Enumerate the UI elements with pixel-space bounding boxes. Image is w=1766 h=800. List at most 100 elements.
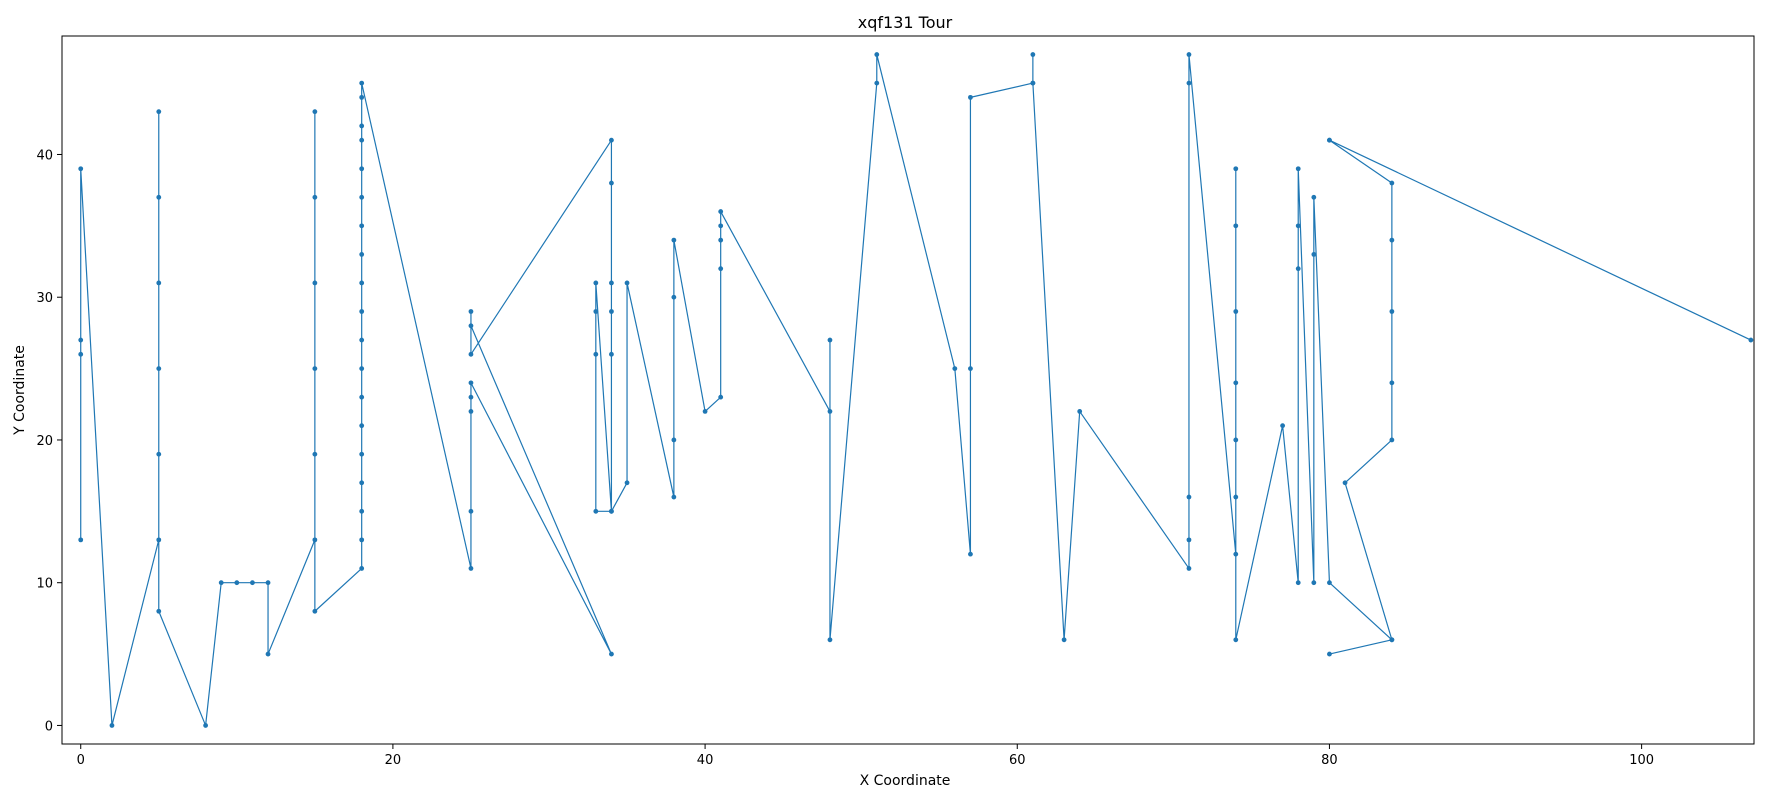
- tour-point: [593, 309, 599, 314]
- tour-point: [624, 280, 630, 286]
- tour-point: [671, 437, 677, 443]
- y-tick-label: 0: [45, 719, 53, 734]
- tour-point: [1295, 266, 1301, 272]
- tour-point: [1233, 437, 1239, 443]
- tour-point: [1389, 437, 1395, 443]
- tour-point: [218, 580, 224, 586]
- tour-point: [78, 337, 84, 343]
- tour-point: [359, 94, 365, 100]
- tour-point: [593, 280, 599, 286]
- tour-point: [359, 166, 365, 172]
- tour-point: [1295, 580, 1301, 586]
- tour-point: [671, 237, 677, 243]
- tour-point: [1295, 223, 1301, 229]
- x-tick-label: 100: [1629, 753, 1654, 768]
- tour-point: [1233, 166, 1239, 172]
- tour-point: [1327, 137, 1332, 143]
- y-tick-label: 30: [36, 291, 53, 306]
- x-tick-label: 40: [697, 753, 714, 768]
- tour-point: [359, 80, 365, 86]
- tour-point: [468, 508, 474, 514]
- tour-point: [968, 366, 973, 371]
- tour-point: [827, 637, 833, 643]
- tour-point: [1311, 251, 1317, 257]
- tour-point: [718, 237, 724, 243]
- tour-point: [609, 180, 614, 186]
- tour-point: [609, 309, 614, 314]
- tour-point: [827, 337, 833, 343]
- tour-point: [718, 394, 724, 400]
- y-axis: 0 10 20 30 40: [36, 148, 62, 734]
- tour-point: [671, 294, 677, 300]
- tour-point: [1389, 180, 1395, 186]
- tour-point: [593, 508, 599, 514]
- tour-point: [1061, 637, 1067, 643]
- tour-point: [156, 194, 162, 200]
- tour-point: [265, 580, 271, 586]
- tour-point: [1311, 580, 1317, 586]
- tour-point: [1077, 409, 1083, 414]
- plot-frame: [61, 35, 1755, 745]
- tour-point: [468, 380, 474, 386]
- x-tick-label: 60: [1009, 753, 1026, 768]
- tour-point: [718, 223, 724, 229]
- tour-point: [1295, 166, 1301, 172]
- tour-point: [1030, 52, 1036, 57]
- tour-point: [156, 280, 162, 286]
- tour-point: [250, 580, 255, 586]
- tour-point: [671, 494, 677, 500]
- tour-point: [312, 537, 318, 543]
- x-tick-label: 0: [77, 753, 85, 768]
- tour-point: [1389, 309, 1395, 314]
- tour-point: [609, 280, 614, 286]
- tour-point: [874, 80, 880, 86]
- tour-point: [359, 194, 365, 200]
- tour-point: [609, 351, 614, 357]
- tour-point: [359, 423, 365, 429]
- tour-point: [468, 323, 474, 329]
- tour-point: [78, 351, 84, 357]
- tour-point: [156, 451, 162, 457]
- tour-point: [1030, 80, 1036, 86]
- tour-point: [1186, 494, 1192, 500]
- x-tick-label: 80: [1321, 753, 1338, 768]
- tour-point: [1186, 537, 1192, 543]
- tour-point: [156, 537, 162, 543]
- x-axis-label: X Coordinate: [860, 773, 951, 789]
- tour-point: [359, 394, 365, 400]
- tour-point: [359, 451, 365, 457]
- tour-point: [359, 366, 365, 371]
- tour-point: [109, 723, 115, 728]
- y-tick-label: 20: [36, 434, 53, 449]
- tour-point: [624, 480, 630, 486]
- tour-point: [1389, 637, 1395, 643]
- tour-point: [312, 109, 318, 115]
- tour-point: [468, 566, 474, 571]
- tour-point: [359, 137, 365, 143]
- tour-point: [359, 508, 365, 514]
- tour-point: [312, 194, 318, 200]
- tour-point: [1748, 337, 1754, 343]
- tour-point: [874, 52, 880, 57]
- tour-point: [609, 508, 614, 514]
- tour-point: [468, 309, 474, 314]
- tour-point: [827, 409, 833, 414]
- tour-point: [1233, 637, 1239, 643]
- tour-point: [1186, 566, 1192, 571]
- tour-point: [609, 137, 614, 143]
- tour-point: [1327, 580, 1332, 586]
- tour-point: [234, 580, 240, 586]
- tour-point: [718, 209, 724, 214]
- tour-point: [952, 366, 958, 371]
- tour-point: [702, 409, 708, 414]
- tour-point: [156, 608, 162, 614]
- tour-point: [359, 223, 365, 229]
- tour-path-line: [80, 53, 1752, 727]
- tour-point: [359, 309, 365, 314]
- tour-point: [468, 409, 474, 414]
- tour-point: [1389, 380, 1395, 386]
- tour-point: [359, 251, 365, 257]
- tour-point: [718, 266, 724, 272]
